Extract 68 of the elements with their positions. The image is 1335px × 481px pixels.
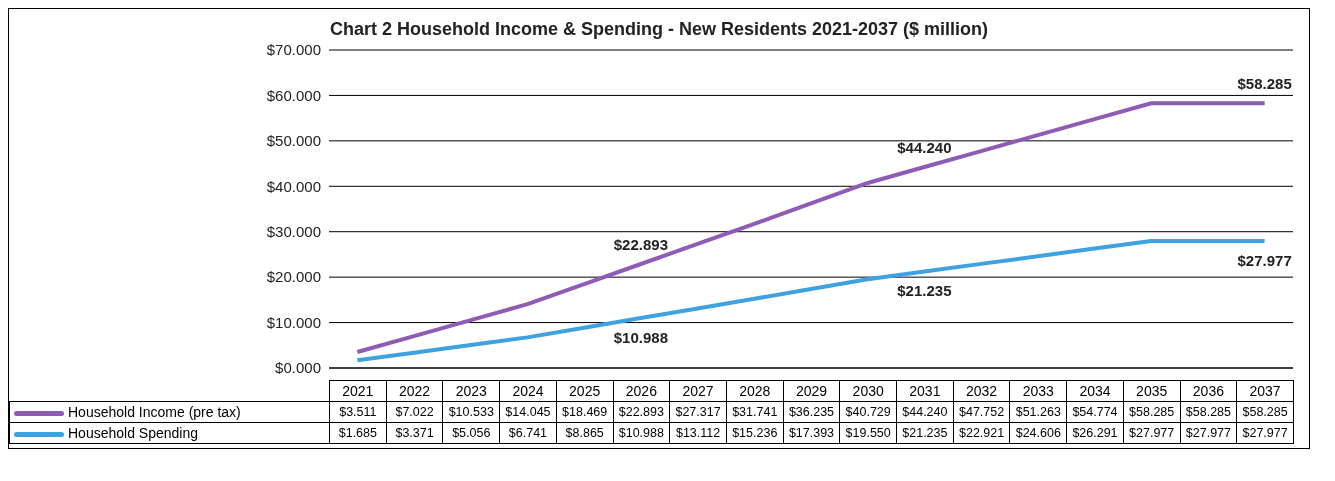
- x-tick-label: 2021: [329, 380, 387, 402]
- y-tick-label: $30.000: [266, 223, 321, 241]
- annotation: $10.988: [613, 328, 668, 346]
- data-label: $58.285: [1123, 401, 1181, 423]
- data-label: $22.921: [953, 422, 1010, 444]
- annotation: $44.240: [897, 139, 952, 157]
- data-label: $22.893: [613, 401, 670, 423]
- data-label: $44.240: [896, 401, 954, 423]
- x-tick-label: 2025: [556, 380, 614, 402]
- y-tick-label: $10.000: [266, 313, 321, 331]
- x-tick-label: 2028: [726, 380, 784, 402]
- data-label: $3.511: [329, 401, 387, 423]
- chart-title: Chart 2 Household Income & Spending - New Residents 2021-2037 ($ million): [328, 18, 990, 40]
- data-label: $24.606: [1009, 422, 1067, 444]
- y-tick-label: $60.000: [266, 86, 321, 104]
- x-tick-label: 2035: [1123, 380, 1181, 402]
- data-label: $6.741: [499, 422, 557, 444]
- data-label: $18.469: [556, 401, 614, 423]
- x-tick-label: 2029: [783, 380, 840, 402]
- y-tick-label: $20.000: [266, 268, 321, 286]
- x-tick-label: 2032: [953, 380, 1010, 402]
- data-label: $54.774: [1066, 401, 1124, 423]
- x-tick-label: 2022: [386, 380, 443, 402]
- data-label: $14.045: [499, 401, 557, 423]
- x-tick-label: 2033: [1009, 380, 1067, 402]
- data-label: $10.533: [442, 401, 500, 423]
- y-tick-label: $50.000: [266, 132, 321, 150]
- annotation: $21.235: [897, 282, 952, 300]
- data-label: $27.317: [669, 401, 727, 423]
- data-label: $10.988: [613, 422, 670, 444]
- x-tick-label: 2036: [1180, 380, 1237, 402]
- x-tick-label: 2031: [896, 380, 954, 402]
- data-label: $58.285: [1236, 401, 1294, 423]
- data-label: $7.022: [386, 401, 443, 423]
- data-label: $36.235: [783, 401, 840, 423]
- data-label: $27.977: [1180, 422, 1237, 444]
- x-tick-label: 2034: [1066, 380, 1124, 402]
- data-label: $26.291: [1066, 422, 1124, 444]
- data-label: $13.112: [669, 422, 727, 444]
- x-tick-label: 2027: [669, 380, 727, 402]
- data-label: $27.977: [1123, 422, 1181, 444]
- y-tick-label: $40.000: [266, 177, 321, 195]
- legend-label: Household Spending: [9, 422, 330, 444]
- data-label: $8.865: [556, 422, 614, 444]
- data-label: $51.263: [1009, 401, 1067, 423]
- annotation: $27.977: [1237, 251, 1292, 269]
- y-tick-label: $70.000: [266, 41, 321, 59]
- data-label: $58.285: [1180, 401, 1237, 423]
- legend-label: Household Income (pre tax): [9, 401, 330, 423]
- data-label: $3.371: [386, 422, 443, 444]
- data-label: $27.977: [1236, 422, 1294, 444]
- data-label: $19.550: [839, 422, 897, 444]
- data-label: $31.741: [726, 401, 784, 423]
- y-tick-label: $0.000: [275, 359, 321, 377]
- x-tick-label: 2037: [1236, 380, 1294, 402]
- data-label: $21.235: [896, 422, 954, 444]
- x-tick-label: 2024: [499, 380, 557, 402]
- data-label: $47.752: [953, 401, 1010, 423]
- data-label: $1.685: [329, 422, 387, 444]
- data-label: $5.056: [442, 422, 500, 444]
- x-tick-label: 2023: [442, 380, 500, 402]
- annotation: $22.893: [613, 236, 668, 253]
- data-label: $40.729: [839, 401, 897, 423]
- data-label: $15.236: [726, 422, 784, 444]
- annotation: $58.285: [1237, 75, 1292, 93]
- x-tick-label: 2030: [839, 380, 897, 402]
- data-label: $17.393: [783, 422, 840, 444]
- x-tick-label: 2026: [613, 380, 670, 402]
